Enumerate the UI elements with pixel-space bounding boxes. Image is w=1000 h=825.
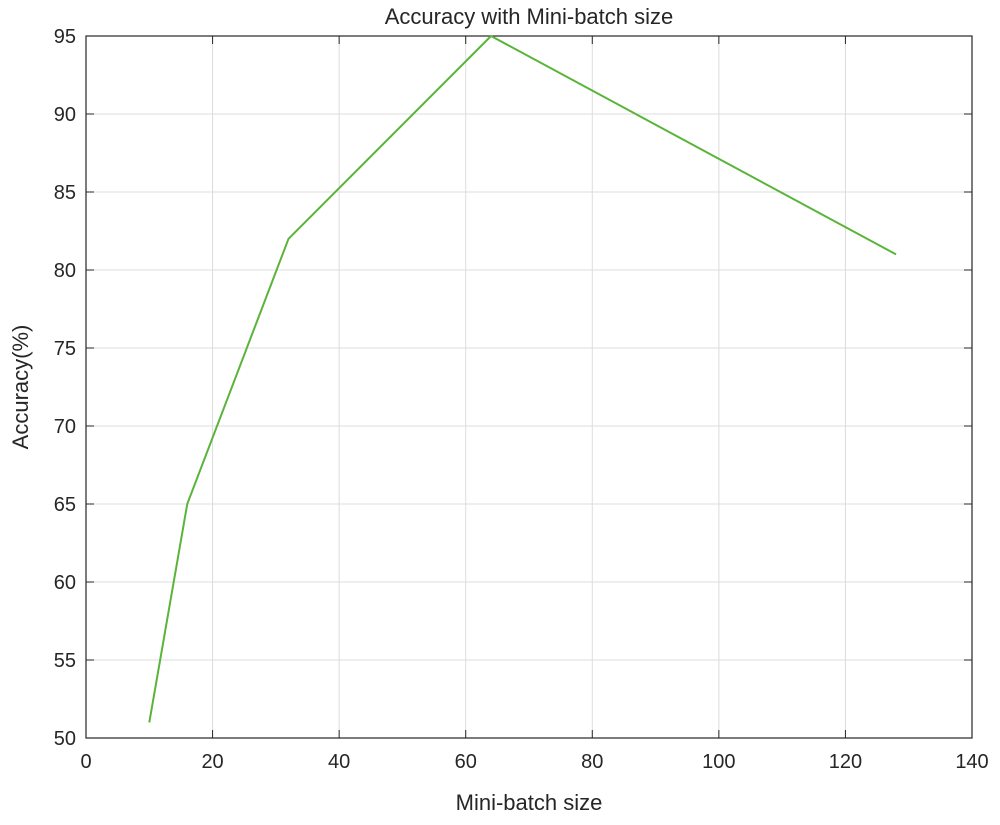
y-tick-label: 60 xyxy=(54,572,76,594)
y-axis-title: Accuracy(%) xyxy=(8,325,33,450)
y-tick-label: 90 xyxy=(54,104,76,126)
x-tick-label: 20 xyxy=(201,751,223,773)
grid xyxy=(86,36,972,738)
x-tick-label: 100 xyxy=(702,751,735,773)
x-tick-label: 120 xyxy=(829,751,862,773)
x-axis-title: Mini-batch size xyxy=(456,790,603,815)
x-tick-label: 140 xyxy=(955,751,988,773)
x-tick-label: 0 xyxy=(80,751,91,773)
x-ticks: 0 20 40 60 80 100 120 140 xyxy=(80,36,988,773)
series-layer xyxy=(149,36,896,722)
y-tick-label: 95 xyxy=(54,26,76,48)
y-tick-label: 70 xyxy=(54,416,76,438)
x-tick-label: 60 xyxy=(455,751,477,773)
y-ticks: 50 55 60 65 70 75 80 85 90 95 xyxy=(54,26,972,750)
y-tick-label: 65 xyxy=(54,494,76,516)
x-tick-label: 80 xyxy=(581,751,603,773)
y-tick-label: 50 xyxy=(54,728,76,750)
chart-title: Accuracy with Mini-batch size xyxy=(385,4,674,29)
y-tick-label: 55 xyxy=(54,650,76,672)
y-tick-label: 75 xyxy=(54,338,76,360)
x-tick-label: 40 xyxy=(328,751,350,773)
y-tick-label: 85 xyxy=(54,182,76,204)
y-tick-label: 80 xyxy=(54,260,76,282)
plot-frame xyxy=(86,36,972,738)
series-line-0 xyxy=(149,36,896,722)
